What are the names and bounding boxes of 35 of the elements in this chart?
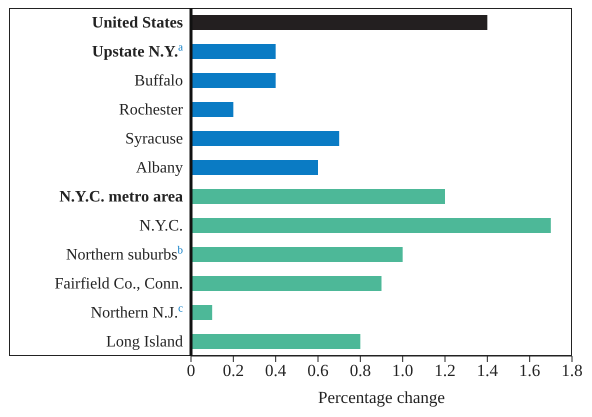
bar bbox=[191, 44, 276, 59]
x-axis-title: Percentage change bbox=[318, 388, 445, 407]
x-tick-label: 0.8 bbox=[350, 361, 371, 380]
bar bbox=[191, 130, 340, 146]
bar bbox=[191, 102, 234, 117]
bar bbox=[191, 246, 403, 262]
bar bbox=[191, 14, 488, 30]
y-tick-label: Buffalo bbox=[134, 72, 183, 90]
y-tick-label: Albany bbox=[136, 160, 183, 176]
y-tick-label: Upstate N.Y.$^{a}$ bbox=[92, 42, 184, 60]
x-tick-label: 0.4 bbox=[265, 361, 287, 380]
y-tick-label: Northern suburbs$^{b}$ bbox=[66, 244, 184, 264]
x-tick-label: 0 bbox=[186, 361, 196, 380]
bar bbox=[191, 304, 212, 320]
x-tick-label: 1.4 bbox=[476, 361, 498, 380]
x-tick-label: 1.8 bbox=[561, 361, 583, 380]
bar bbox=[191, 72, 276, 88]
bar bbox=[191, 276, 382, 291]
x-tick-label: 1.0 bbox=[392, 361, 414, 380]
y-tick-label: Fairfield Co., Conn. bbox=[54, 276, 183, 292]
y-tick-label: Rochester bbox=[119, 102, 184, 118]
y-tick-label: N.Y.C. metro area bbox=[59, 188, 183, 206]
y-tick-label: United States bbox=[92, 14, 183, 32]
bar bbox=[191, 218, 551, 233]
bar bbox=[191, 334, 360, 349]
y-tick-label: Long Island bbox=[106, 334, 183, 350]
bar bbox=[191, 188, 445, 204]
y-tick-label: Northern N.J.$^{c}$ bbox=[90, 302, 184, 322]
bar bbox=[191, 160, 318, 175]
y-tick-label: N.Y.C. bbox=[139, 218, 183, 234]
x-tick-label: 1.2 bbox=[434, 361, 456, 380]
x-tick-label: 1.6 bbox=[519, 361, 540, 380]
y-tick-label: Syracuse bbox=[125, 130, 183, 148]
x-tick-label: 0.6 bbox=[307, 361, 329, 380]
x-tick-label: 0.2 bbox=[222, 361, 244, 380]
